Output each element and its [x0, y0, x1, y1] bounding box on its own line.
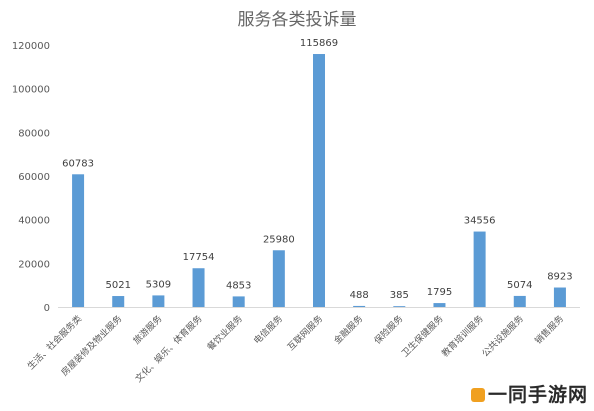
x-tick-label: 销售服务: [532, 313, 566, 347]
data-label: 8923: [547, 272, 572, 283]
y-tick-label: 40000: [18, 216, 50, 227]
bar: [272, 250, 285, 307]
y-tick-label: 80000: [18, 128, 50, 139]
bar: [473, 231, 486, 307]
y-tick-label: 20000: [18, 259, 50, 270]
bar: [72, 174, 85, 307]
x-tick-label: 互联网服务: [285, 313, 325, 353]
x-tick-label: 公共设施服务: [479, 313, 526, 360]
data-label: 5309: [146, 279, 171, 290]
bar: [192, 268, 205, 307]
data-label: 115869: [300, 38, 338, 49]
watermark-text: 一同手游网: [487, 384, 588, 406]
y-tick-label: 100000: [12, 85, 50, 96]
bar: [232, 296, 245, 307]
data-label: 60783: [62, 158, 94, 169]
bar: [313, 54, 325, 307]
y-tick-label: 120000: [12, 41, 50, 52]
bar: [553, 287, 566, 307]
x-tick-label: 旅游服务: [131, 313, 165, 347]
bar: [393, 306, 406, 307]
data-label: 25980: [263, 234, 295, 245]
bar: [433, 303, 446, 307]
data-label: 5074: [507, 280, 532, 291]
y-tick-label: 0: [44, 303, 50, 314]
bar: [152, 295, 165, 307]
x-tick-label: 金融服务: [331, 313, 365, 347]
data-label: 1795: [427, 287, 452, 298]
x-tick-label: 文化、娱乐、体育服务: [133, 313, 205, 385]
chart-title: 服务各类投诉量: [237, 10, 357, 30]
x-tick-label: 电信服务: [251, 313, 285, 347]
data-label: 17754: [183, 252, 215, 263]
bar: [513, 295, 526, 307]
data-label: 488: [350, 290, 369, 301]
x-tick-label: 保险服务: [371, 313, 405, 347]
data-label: 4853: [226, 280, 251, 291]
data-label: 5021: [106, 280, 131, 291]
x-tick-label: 教育培训服务: [439, 313, 486, 360]
watermark-icon: [470, 388, 485, 402]
x-tick-label: 卫生保健服务: [399, 313, 446, 360]
data-label: 385: [390, 290, 409, 301]
y-tick-label: 60000: [18, 172, 50, 183]
bar: [112, 296, 125, 307]
x-tick-label: 餐饮业服务: [204, 313, 244, 353]
watermark-logo: 一同手游网: [470, 380, 588, 407]
data-label: 34556: [464, 216, 496, 227]
bar: [353, 305, 366, 307]
